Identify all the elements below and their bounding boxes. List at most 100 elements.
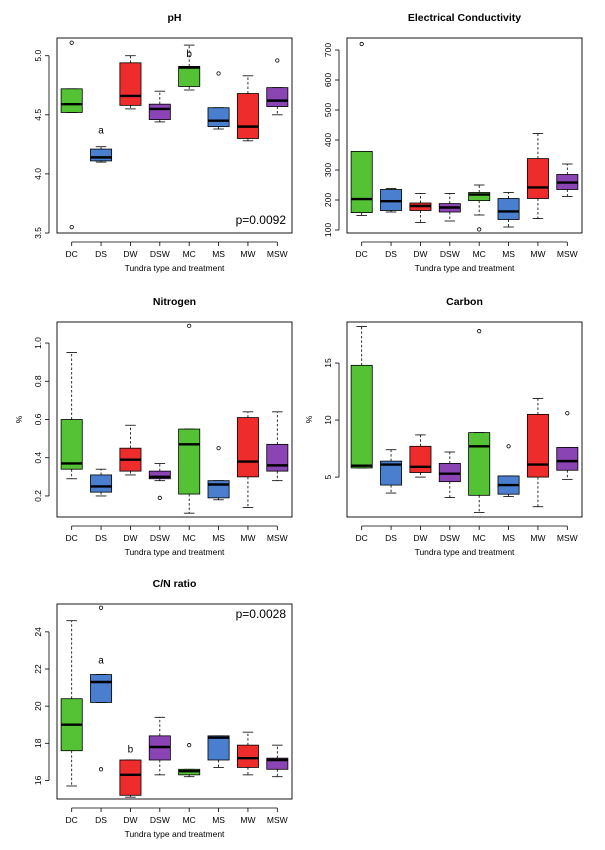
box-ms (207, 735, 230, 768)
box-dc (60, 620, 83, 787)
outlier-point (98, 605, 104, 610)
x-tick-label-msw: MSW (267, 533, 288, 543)
box-ds (380, 188, 403, 213)
y-tick-label: 5 (323, 474, 333, 479)
box-dw (119, 424, 142, 476)
x-tick-label-msw: MSW (557, 533, 578, 543)
significance-letter: b (186, 49, 192, 60)
y-axis: 0.2 0.4 0.6 0.8 1.0 (33, 337, 50, 502)
iqr-box (236, 93, 259, 139)
y-axis: 16 18 20 22 24 (33, 627, 50, 785)
outlier-point (477, 227, 482, 232)
iqr-box (119, 759, 142, 796)
panel-5: C/N ratio 16 18 20 22 24 DC DS DW DSW MC MS MW MSW Tun… (33, 578, 293, 839)
iqr-box (526, 158, 549, 199)
outlier-point (216, 71, 221, 76)
iqr-box (266, 443, 289, 472)
x-tick-label-dw: DW (123, 533, 137, 543)
outlier-point (275, 58, 280, 63)
y-axis: 100 200 300 400 500 600 700 (323, 43, 340, 237)
iqr-box (60, 419, 83, 470)
iqr-box (207, 735, 230, 761)
outlier-point (477, 329, 482, 334)
box-msw (266, 411, 289, 482)
box-dsw (148, 716, 171, 776)
panel-4: Carbon 5 10 15% DC DS DW DSW MC MS MW MSW Tundra typ… (304, 296, 583, 557)
y-tick-label: 400 (323, 133, 333, 147)
box-dw (409, 192, 432, 223)
iqr-box (207, 107, 230, 128)
x-tick-label-mc: MC (183, 249, 196, 259)
box-mw (526, 398, 549, 508)
y-tick-label: 0.2 (33, 490, 43, 502)
p-value: p=0.0028 (236, 607, 287, 621)
y-axis: 3.5 4.0 4.5 5.0 (33, 50, 50, 239)
iqr-box (178, 65, 201, 87)
y-tick-label: 5.0 (33, 50, 43, 62)
box-dc (350, 326, 373, 469)
x-tick-label-dsw: DSW (150, 533, 170, 543)
x-axis: DC DS DW DSW MC MS MW MSW (356, 241, 578, 259)
panel-2: Electrical Conductivity 100 200 300 400 500 60… (323, 12, 583, 273)
y-tick-label: 10 (323, 415, 333, 425)
x-tick-label-dc: DC (356, 249, 368, 259)
box-ds (90, 468, 113, 497)
x-axis-label: Tundra type and treatment (125, 547, 225, 557)
x-axis-label: Tundra type and treatment (125, 263, 225, 273)
iqr-box (380, 460, 403, 486)
iqr-box (60, 88, 83, 113)
significance-letter: b (128, 745, 134, 756)
box-mw (236, 75, 259, 142)
x-tick-label-dsw: DSW (440, 249, 460, 259)
box-ds (90, 605, 113, 772)
box-dsw (438, 192, 461, 222)
box-ds (90, 146, 113, 163)
box-mc (178, 323, 201, 514)
box-dc (60, 40, 83, 230)
x-tick-label-dc: DC (66, 815, 78, 825)
y-tick-label: 300 (323, 163, 333, 177)
outlier-point (216, 446, 221, 451)
y-axis-label: % (304, 415, 314, 423)
y-tick-label: 0.4 (33, 452, 43, 464)
box-ms (207, 71, 230, 130)
box-dsw (148, 90, 171, 123)
iqr-box (266, 87, 289, 107)
outlier-point (98, 767, 104, 772)
iqr-box (266, 757, 289, 770)
panel-1: pH 3.5 4.0 4.5 5.0 DC DS DW DSW MC MS MW MSW Tundra t… (33, 12, 293, 273)
x-axis: DC DS DW DSW MC MS MW MSW (66, 241, 288, 259)
y-tick-label: 16 (33, 775, 43, 785)
iqr-box (556, 447, 579, 471)
box-msw (266, 58, 289, 116)
outlier-point (359, 41, 364, 47)
outlier-point (69, 224, 74, 230)
x-tick-label-mw: MW (530, 533, 545, 543)
x-tick-label-mw: MW (240, 249, 255, 259)
box-ds (380, 449, 403, 494)
x-axis: DC DS DW DSW MC MS MW MSW (66, 807, 288, 825)
x-tick-label-ds: DS (95, 533, 107, 543)
y-tick-label: 200 (323, 193, 333, 207)
y-tick-label: 4.5 (33, 109, 43, 121)
y-tick-label: 0.8 (33, 375, 43, 387)
outlier-point (69, 40, 74, 45)
x-tick-label-dsw: DSW (150, 249, 170, 259)
box-dsw (438, 451, 461, 499)
iqr-box (468, 192, 491, 201)
x-tick-label-mc: MC (183, 533, 196, 543)
panel-title: Electrical Conductivity (408, 12, 521, 24)
y-tick-label: 4.0 (33, 168, 43, 180)
box-mc (178, 743, 201, 778)
x-tick-label-dw: DW (123, 249, 137, 259)
y-tick-label: 600 (323, 73, 333, 87)
x-tick-label-ds: DS (95, 815, 107, 825)
x-tick-label-mw: MW (530, 249, 545, 259)
box-dw (409, 434, 432, 478)
iqr-box (148, 470, 171, 480)
outlier-point (565, 411, 570, 416)
x-tick-label-msw: MSW (557, 249, 578, 259)
x-tick-label-dsw: DSW (150, 815, 170, 825)
x-tick-label-ms: MS (212, 533, 225, 543)
x-axis-label: Tundra type and treatment (125, 829, 225, 839)
